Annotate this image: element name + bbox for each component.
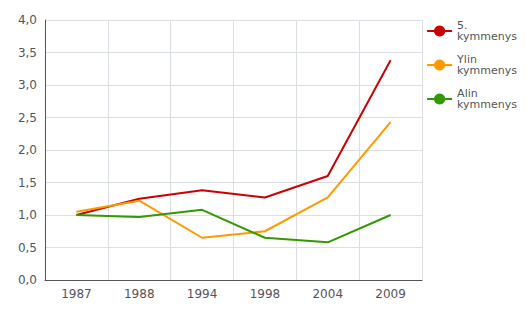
svg-text:kymmenys: kymmenys xyxy=(457,98,517,111)
svg-text:2,0: 2,0 xyxy=(18,143,37,157)
svg-text:1,0: 1,0 xyxy=(18,208,37,222)
svg-text:3,5: 3,5 xyxy=(18,46,37,60)
svg-text:Alin: Alin xyxy=(457,87,478,100)
svg-text:4,0: 4,0 xyxy=(18,13,37,27)
svg-text:0,0: 0,0 xyxy=(18,273,37,287)
svg-text:2,5: 2,5 xyxy=(18,111,37,125)
svg-text:3,0: 3,0 xyxy=(18,78,37,92)
svg-text:0,5: 0,5 xyxy=(18,241,37,255)
svg-text:1,5: 1,5 xyxy=(18,176,37,190)
svg-text:kymmenys: kymmenys xyxy=(457,30,517,43)
svg-text:1987: 1987 xyxy=(61,287,92,301)
svg-text:1988: 1988 xyxy=(124,287,155,301)
svg-text:1998: 1998 xyxy=(250,287,281,301)
svg-text:2004: 2004 xyxy=(312,287,343,301)
svg-text:5.: 5. xyxy=(457,19,468,32)
svg-text:2009: 2009 xyxy=(375,287,406,301)
svg-text:1994: 1994 xyxy=(187,287,218,301)
svg-text:Ylin: Ylin xyxy=(457,53,477,66)
svg-text:kymmenys: kymmenys xyxy=(457,64,517,77)
